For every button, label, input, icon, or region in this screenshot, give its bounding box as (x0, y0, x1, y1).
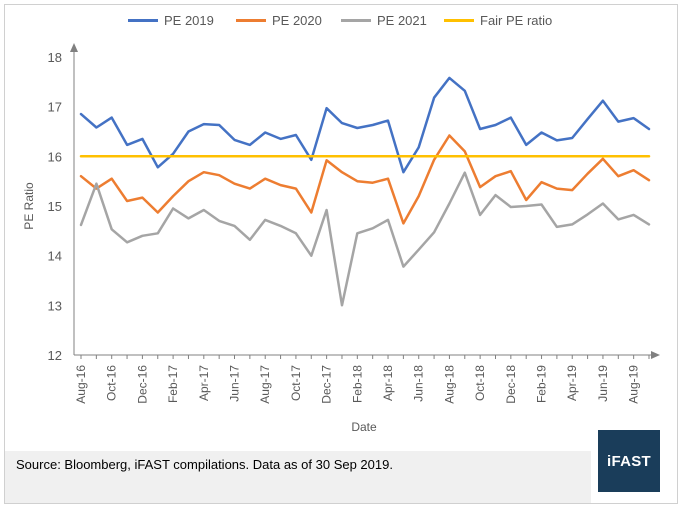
legend-swatch (341, 18, 371, 22)
y-tick-label: 16 (48, 149, 62, 164)
x-tick-label: Aug-17 (258, 365, 272, 404)
ifast-logo: iFAST (598, 430, 660, 492)
legend-label: Fair PE ratio (480, 12, 553, 28)
legend-swatch (128, 18, 158, 22)
x-tick-label: Feb-17 (166, 365, 180, 403)
x-tick-label: Aug-19 (627, 365, 641, 404)
y-axis-title: PE Ratio (22, 182, 36, 230)
x-tick-label: Apr-17 (197, 365, 211, 401)
x-tick-label: Aug-18 (442, 365, 456, 404)
legend-item: PE 2021 (341, 10, 427, 30)
y-tick-label: 13 (48, 298, 62, 313)
x-tick-label: Oct-17 (289, 365, 303, 401)
x-tick-label: Dec-18 (504, 365, 518, 404)
y-tick-label: 17 (48, 100, 62, 115)
legend-item: PE 2019 (128, 10, 214, 30)
y-tick-label: 12 (48, 348, 62, 363)
legend-item: Fair PE ratio (444, 10, 552, 30)
x-tick-label: Apr-19 (565, 365, 579, 401)
legend-label: PE 2020 (272, 12, 322, 28)
logo-text: iFAST (606, 452, 651, 470)
x-tick-label: Jun-17 (228, 365, 242, 402)
x-axis-title: Date (351, 420, 377, 434)
x-tick-label: Aug-16 (74, 365, 88, 404)
y-tick-label: 14 (48, 249, 62, 264)
x-tick-label: Jun-19 (596, 365, 610, 402)
series-line-pe-2019 (79, 76, 651, 174)
x-tick-label: Oct-16 (105, 365, 119, 401)
y-axis-arrow (70, 43, 78, 52)
source-band (5, 451, 591, 503)
x-tick-label: Feb-19 (535, 365, 549, 403)
series-line-pe-2020 (79, 134, 651, 225)
legend-label: PE 2019 (164, 12, 214, 28)
y-tick-label: 15 (48, 199, 62, 214)
x-axis-arrow (651, 351, 660, 359)
legend-swatch (444, 18, 474, 22)
legend-swatch (236, 18, 266, 22)
x-tick-label: Feb-18 (350, 365, 364, 403)
x-tick-label: Apr-18 (381, 365, 395, 401)
y-tick-label: 18 (48, 50, 62, 65)
x-tick-label: Jun-18 (412, 365, 426, 402)
x-tick-label: Dec-16 (135, 365, 149, 404)
legend-label: PE 2021 (377, 12, 427, 28)
source-note: Source: Bloomberg, iFAST compilations. D… (16, 457, 393, 472)
chart-frame (4, 4, 678, 504)
legend: PE 2019 PE 2020 PE 2021 Fair PE ratio (0, 10, 684, 30)
x-tick-label: Oct-18 (473, 365, 487, 401)
x-tick-label: Dec-17 (320, 365, 334, 404)
legend-item: PE 2020 (236, 10, 322, 30)
series-line-pe-2021 (79, 171, 651, 307)
